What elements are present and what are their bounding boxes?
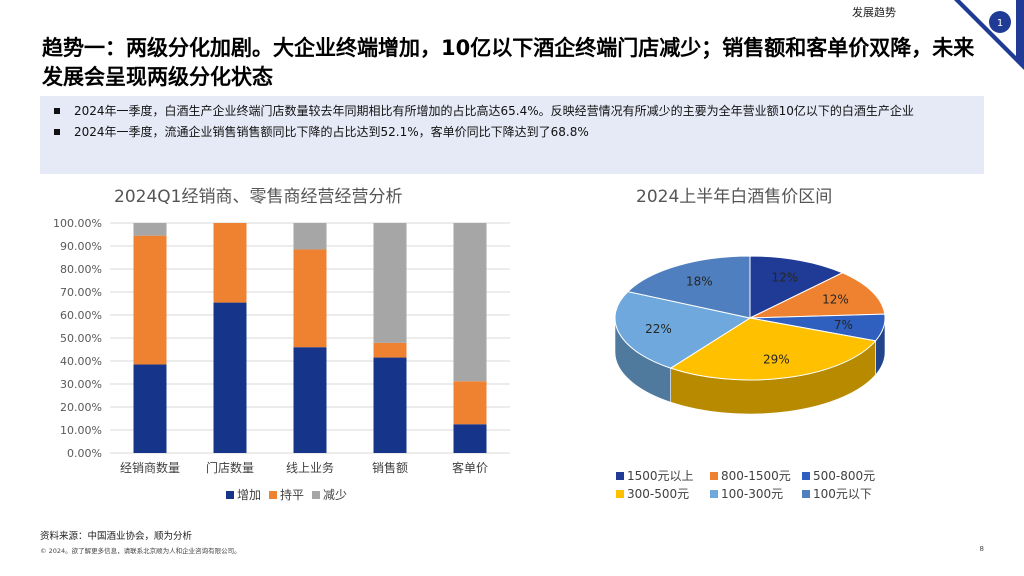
legend-swatch [802, 490, 810, 498]
x-tick-label: 经销商数量 [120, 460, 180, 475]
y-tick-label: 80.00% [60, 263, 102, 276]
legend-swatch [616, 472, 624, 480]
legend-label: 持平 [280, 487, 304, 502]
bar-segment [373, 357, 407, 453]
stacked-bar-chart: 0.00% 10.00% 20.00% 30.00% 40.00% 50.00% 60.00… [53, 217, 510, 502]
bar-segment [213, 302, 247, 453]
legend-label: 500-800元 [813, 469, 875, 483]
page-badge: 1 [954, 0, 1024, 70]
source-note: 资料来源：中国酒业协会，顺为分析 [40, 531, 193, 542]
page-title: 趋势一：两级分化加剧。大企业终端增加，10亿以下酒企终端门店减少；销售额和客单价… [42, 36, 975, 89]
bar-segment [133, 223, 167, 236]
pie-chart-title: 2024上半年白酒售价区间 [636, 187, 833, 207]
legend-swatch [226, 491, 234, 499]
legend-label: 300-500元 [627, 487, 689, 501]
bar-segment [213, 223, 247, 303]
legend-swatch [710, 490, 718, 498]
y-tick-label: 100.00% [53, 217, 102, 230]
y-tick-label: 50.00% [60, 332, 102, 345]
pie-slice [669, 317, 877, 381]
pie-data-label: 7% [834, 318, 853, 332]
x-tick-label: 销售额 [372, 460, 408, 475]
legend-swatch [312, 491, 320, 499]
copyright-note: © 2024。欲了解更多信息，请联系北京顺为人和企业咨询有限公司。 [40, 547, 241, 555]
legend-label: 800-1500元 [721, 469, 791, 483]
legend-swatch [269, 491, 277, 499]
pie-slice [626, 255, 751, 319]
section-label: 发展趋势 [852, 6, 896, 19]
summary-bullet-text: 2024年一季度，白酒生产企业终端门店数量较去年同期相比有所增加的占比高达65.… [74, 104, 914, 118]
y-tick-label: 60.00% [60, 309, 102, 322]
legend-label: 减少 [323, 488, 347, 502]
legend-label: 100元以下 [813, 487, 872, 501]
x-tick-label: 线上业务 [286, 460, 334, 475]
y-tick-label: 70.00% [60, 286, 102, 299]
bar-segment [453, 381, 487, 425]
pie-slice [749, 272, 886, 319]
page-number: 8 [979, 545, 984, 553]
summary-bullet: 2024年一季度，流通企业销售销售额同比下降的占比达到52.1%，客单价同比下降… [52, 124, 972, 141]
pie-data-label: 18% [686, 274, 713, 288]
legend-label: 1500元以上 [627, 469, 694, 483]
pie-data-label: 29% [763, 353, 790, 367]
bullet-square-icon [54, 108, 60, 114]
pie-data-label: 12% [771, 271, 798, 285]
bar-segment [453, 424, 487, 453]
legend-swatch [802, 472, 810, 480]
pie-slice [749, 255, 844, 319]
x-tick-label: 门店数量 [206, 460, 254, 475]
pie-chart: 12% 12% 7% 29% 22% 18% 1500元以上 800-1500元 500-800… [614, 255, 886, 501]
y-tick-label: 90.00% [60, 240, 102, 253]
bar-segment [133, 364, 167, 453]
summary-bullet-text: 2024年一季度，流通企业销售销售额同比下降的占比达到52.1%，客单价同比下降… [74, 125, 589, 139]
bar-segment [373, 342, 407, 358]
bar-chart-title: 2024Q1经销商、零售商经营经营分析 [114, 187, 403, 207]
legend-label: 增加 [237, 488, 261, 502]
bar-segment [453, 223, 487, 382]
legend-swatch [710, 472, 718, 480]
pie-data-label: 12% [822, 293, 849, 307]
y-tick-label: 20.00% [60, 401, 102, 414]
summary-bullet: 2024年一季度，白酒生产企业终端门店数量较去年同期相比有所增加的占比高达65.… [52, 103, 972, 120]
bar-segment [293, 347, 327, 453]
bar-segment [133, 235, 167, 365]
bar-segment [293, 249, 327, 348]
y-tick-label: 10.00% [60, 424, 102, 437]
y-tick-label: 30.00% [60, 378, 102, 391]
y-tick-label: 40.00% [60, 355, 102, 368]
bar-segment [373, 223, 407, 343]
y-tick-label: 0.00% [67, 447, 102, 460]
bar-segment [293, 223, 327, 250]
legend-label: 100-300元 [721, 487, 783, 501]
legend-swatch [616, 490, 624, 498]
x-tick-label: 客单价 [452, 460, 488, 475]
page-badge-number: 1 [997, 18, 1003, 29]
summary-box: 2024年一季度，白酒生产企业终端门店数量较去年同期相比有所增加的占比高达65.… [40, 96, 984, 174]
bullet-square-icon [54, 129, 60, 135]
pie-data-label: 22% [645, 322, 672, 336]
